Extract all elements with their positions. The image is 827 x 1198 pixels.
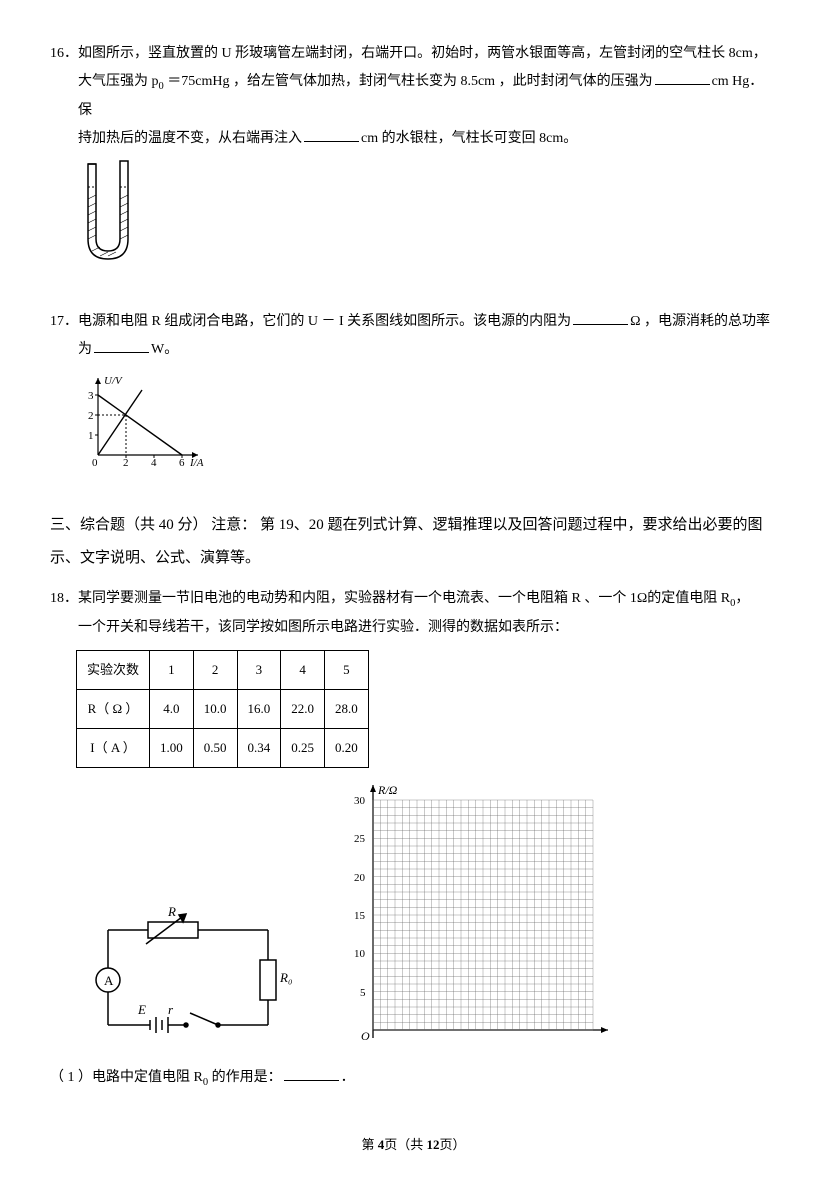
cell: 16.0 [237, 689, 281, 728]
q18-figures-row: A R R₀ E r [78, 780, 777, 1050]
col-head: 5 [325, 650, 369, 689]
q18-data-table: 实验次数 1 2 3 4 5 R（ Ω ） 4.0 10.0 16.0 22.0… [76, 650, 369, 768]
ui-chart-icon: 1 2 3 0 2 4 6 U/V I/A [78, 370, 208, 470]
cell: 1.00 [150, 728, 194, 767]
q17-text-1a: 电源和电阻 R 组成闭合电路，它们的 U － I 关系图线如图所示。该电源的内阻… [78, 314, 571, 329]
page-footer: 第 4页（共 12页） [50, 1132, 777, 1158]
footer-b: 页（共 [384, 1137, 426, 1152]
question-17: 17．电源和电阻 R 组成闭合电路，它们的 U － I 关系图线如图所示。该电源… [50, 308, 777, 481]
label-r: r [168, 1002, 174, 1017]
table-row: I（ A ） 1.00 0.50 0.34 0.25 0.20 [77, 728, 369, 767]
q17-line2: 为 W。 [50, 336, 777, 364]
grid-origin: O [361, 1029, 370, 1043]
q16-text-1: 如图所示，竖直放置的 U 形玻璃管左端封闭，右端开口。初始时，两管水银面等高，左… [78, 46, 767, 61]
table-row: R（ Ω ） 4.0 10.0 16.0 22.0 28.0 [77, 689, 369, 728]
gy-30: 30 [354, 795, 366, 807]
cell: 28.0 [325, 689, 369, 728]
q18-blank-1[interactable] [284, 1064, 339, 1080]
gy-20: 20 [354, 872, 366, 884]
gy-10: 10 [354, 948, 366, 960]
q17-text-2b: W。 [151, 342, 178, 357]
ytick-3: 3 [88, 390, 94, 402]
xtick-6: 6 [179, 457, 185, 469]
cell: 0.50 [193, 728, 237, 767]
q16-text-3b: cm 的水银柱，气柱长可变回 8cm。 [361, 131, 577, 146]
q18-sub1-b: 的作用是： [208, 1070, 282, 1085]
grid-ylabel: R/Ω [377, 783, 398, 797]
col-head: 3 [237, 650, 281, 689]
q17-text-2a: 为 [78, 342, 92, 357]
q18-text-1b: ， [735, 591, 749, 606]
xtick-4: 4 [151, 457, 157, 469]
q18-sub1: （ 1 ）电路中定值电阻 R0 的作用是：． [50, 1064, 777, 1093]
question-16: 16．如图所示，竖直放置的 U 形玻璃管左端封闭，右端开口。初始时，两管水银面等… [50, 40, 777, 280]
q17-text-1b: Ω ，电源消耗的总功率 [630, 314, 770, 329]
cell: 0.20 [325, 728, 369, 767]
xlabel: I/A [189, 457, 204, 469]
utube-icon [78, 159, 148, 269]
question-18: 18．某同学要测量一节旧电池的电动势和内阻，实验器材有一个电流表、一个电阻箱 R… [50, 585, 777, 1093]
gy-25: 25 [354, 833, 366, 845]
q18-line2: 一个开关和导线若干，该同学按如图所示电路进行实验．测得的数据如表所示： [50, 614, 777, 642]
col-head: 4 [281, 650, 325, 689]
cell: 0.34 [237, 728, 281, 767]
q16-number: 16． [50, 46, 78, 61]
q17-blank-1[interactable] [573, 308, 628, 324]
q16-text-2b: ＝75cmHg ，给左管气体加热，封闭气柱长变为 8.5cm ，此时封闭气体的压… [164, 74, 653, 89]
xtick-2: 2 [123, 457, 129, 469]
ytick-2: 2 [88, 410, 94, 422]
section-3-heading: 三、综合题（共 40 分） 注意： 第 19、20 题在列式计算、逻辑推理以及回… [50, 509, 777, 575]
label-R: R [167, 904, 176, 919]
ylabel: U/V [104, 375, 123, 387]
cell: R（ Ω ） [77, 689, 150, 728]
q17-number: 17． [50, 314, 78, 329]
gy-5: 5 [360, 987, 366, 999]
cell: 10.0 [193, 689, 237, 728]
q18-sub1-c: ． [341, 1070, 355, 1085]
cell: 4.0 [150, 689, 194, 728]
gy-15: 15 [354, 910, 366, 922]
cell: 22.0 [281, 689, 325, 728]
grid-chart-icon: 5 10 15 20 25 30 R/Ω O [338, 780, 618, 1050]
label-E: E [137, 1002, 146, 1017]
q18-text-1a: 某同学要测量一节旧电池的电动势和内阻，实验器材有一个电流表、一个电阻箱 R 、一… [78, 591, 730, 606]
q18-sub1-a: （ 1 ）电路中定值电阻 R [50, 1070, 203, 1085]
q17-blank-2[interactable] [94, 336, 149, 352]
footer-c: 页） [440, 1137, 466, 1152]
footer-total: 12 [427, 1137, 440, 1152]
q16-line1: 16．如图所示，竖直放置的 U 形玻璃管左端封闭，右端开口。初始时，两管水银面等… [50, 40, 777, 68]
q18-number: 18． [50, 591, 78, 606]
q17-line1: 17．电源和电阻 R 组成闭合电路，它们的 U － I 关系图线如图所示。该电源… [50, 308, 777, 336]
col-head: 实验次数 [77, 650, 150, 689]
xtick-0: 0 [92, 457, 98, 469]
q16-text-3a: 持加热后的温度不变，从右端再注入 [78, 131, 302, 146]
q16-line3: 持加热后的温度不变，从右端再注入 cm 的水银柱，气柱长可变回 8cm。 [50, 125, 777, 153]
col-head: 2 [193, 650, 237, 689]
cell: 0.25 [281, 728, 325, 767]
q16-figure-utube [78, 159, 777, 280]
label-A: A [104, 973, 114, 988]
footer-a: 第 [361, 1137, 377, 1152]
q16-text-2a: 大气压强为 p [78, 74, 159, 89]
label-R0: R₀ [279, 970, 292, 985]
q16-line2: 大气压强为 p0 ＝75cmHg ，给左管气体加热，封闭气柱长变为 8.5cm … [50, 68, 777, 125]
q16-blank-1[interactable] [655, 69, 710, 85]
col-head: 1 [150, 650, 194, 689]
cell: I（ A ） [77, 728, 150, 767]
ytick-1: 1 [88, 430, 94, 442]
q18-line1: 18．某同学要测量一节旧电池的电动势和内阻，实验器材有一个电流表、一个电阻箱 R… [50, 585, 777, 614]
table-row: 实验次数 1 2 3 4 5 [77, 650, 369, 689]
q17-figure-chart: 1 2 3 0 2 4 6 U/V I/A [78, 370, 777, 481]
q16-blank-2[interactable] [304, 125, 359, 141]
circuit-diagram-icon: A R R₀ E r [78, 900, 298, 1050]
